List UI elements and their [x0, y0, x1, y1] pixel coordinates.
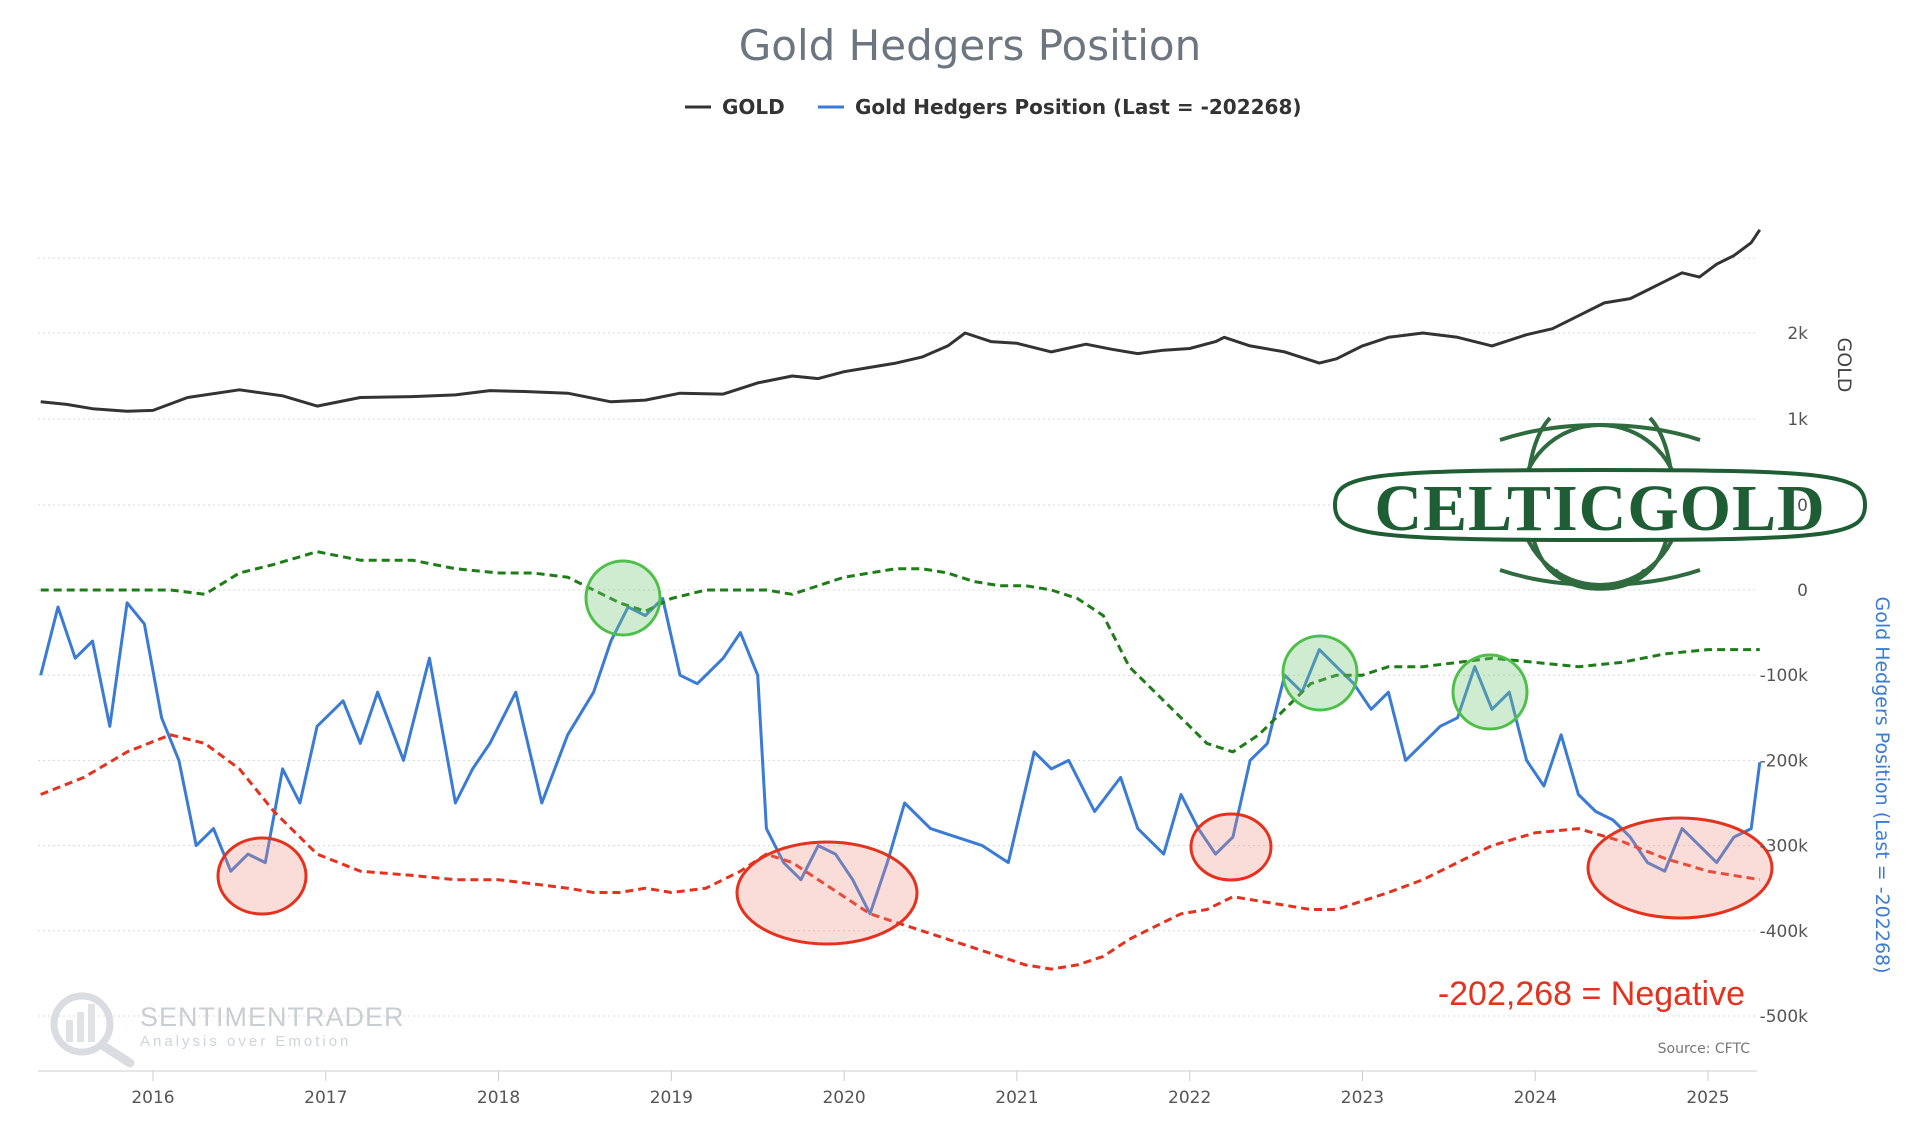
logo-text: CELTICGOLD [1374, 472, 1825, 545]
hedgers-axis-title: Gold Hedgers Position (Last = -202268) [1871, 596, 1893, 973]
gold-axis-ticks: 2k 1k 0 [1787, 324, 1808, 516]
x-tick-label: 2025 [1686, 1088, 1729, 1108]
celticgold-logo: CELTICGOLD [1332, 416, 1868, 591]
hedgers-tick-label: -200k [1760, 751, 1809, 771]
watermark-text: SENTIMENTRADER [140, 1002, 405, 1032]
x-tick-label: 2017 [304, 1088, 347, 1108]
hedgers-tick-label: -100k [1760, 666, 1809, 686]
source-label: Source: CFTC [1658, 1041, 1751, 1057]
highlight-circles [216, 559, 1774, 946]
gold-tick-label: 0 [1797, 496, 1808, 516]
hedgers-axis-ticks: 0 -100k -200k -300k -400k -500k [1760, 581, 1809, 1027]
hedgers-tick-label: -500k [1760, 1007, 1809, 1027]
highlight-red-2016 [216, 836, 308, 916]
gold-tick-label: 1k [1787, 410, 1808, 430]
x-tick-label: 2019 [650, 1088, 693, 1108]
x-tick-label: 2018 [477, 1088, 520, 1108]
x-tick-label: 2020 [822, 1088, 865, 1108]
legend-label-hedgers: Gold Hedgers Position (Last = -202268) [855, 95, 1302, 119]
legend-label-gold: GOLD [722, 95, 785, 119]
highlight-green-2022 [1281, 634, 1359, 712]
hedgers-tick-label: 0 [1797, 581, 1808, 601]
x-tick-label: 2024 [1514, 1088, 1557, 1108]
x-tick-label: 2022 [1168, 1088, 1211, 1108]
gold-tick-label: 2k [1787, 324, 1808, 344]
highlight-red-2020 [735, 840, 919, 946]
hedgers-tick-label: -300k [1760, 837, 1809, 857]
gridlines [38, 257, 1757, 1017]
lower-band-line [40, 733, 1761, 971]
hedgers-series-line [39, 597, 1762, 916]
legend: GOLD Gold Hedgers Position (Last = -2022… [685, 95, 1302, 119]
hedgers-tick-label: -400k [1760, 922, 1809, 942]
gold-axis-title: GOLD [1833, 338, 1855, 393]
highlight-green-2018 [584, 559, 662, 637]
negative-note: -202,268 = Negative [1438, 975, 1745, 1013]
watermark-subtext: Analysis over Emotion [140, 1033, 351, 1050]
sentimentrader-watermark: SENTIMENTRADER Analysis over Emotion [50, 992, 405, 1068]
magnifier-icon [50, 992, 114, 1056]
gold-series-line [40, 228, 1762, 413]
series-layer [39, 228, 1762, 971]
highlight-red-2024 [1586, 816, 1774, 920]
chart-title: Gold Hedgers Position [739, 21, 1202, 70]
x-axis-ticks: 2016 2017 2018 2019 2020 2021 2022 2023 2024 2025 [131, 1071, 1730, 1108]
x-tick-label: 2016 [131, 1088, 174, 1108]
highlight-green-2023 [1451, 653, 1529, 731]
x-tick-label: 2021 [995, 1088, 1038, 1108]
x-tick-label: 2023 [1341, 1088, 1384, 1108]
highlight-red-2022 [1189, 812, 1273, 882]
